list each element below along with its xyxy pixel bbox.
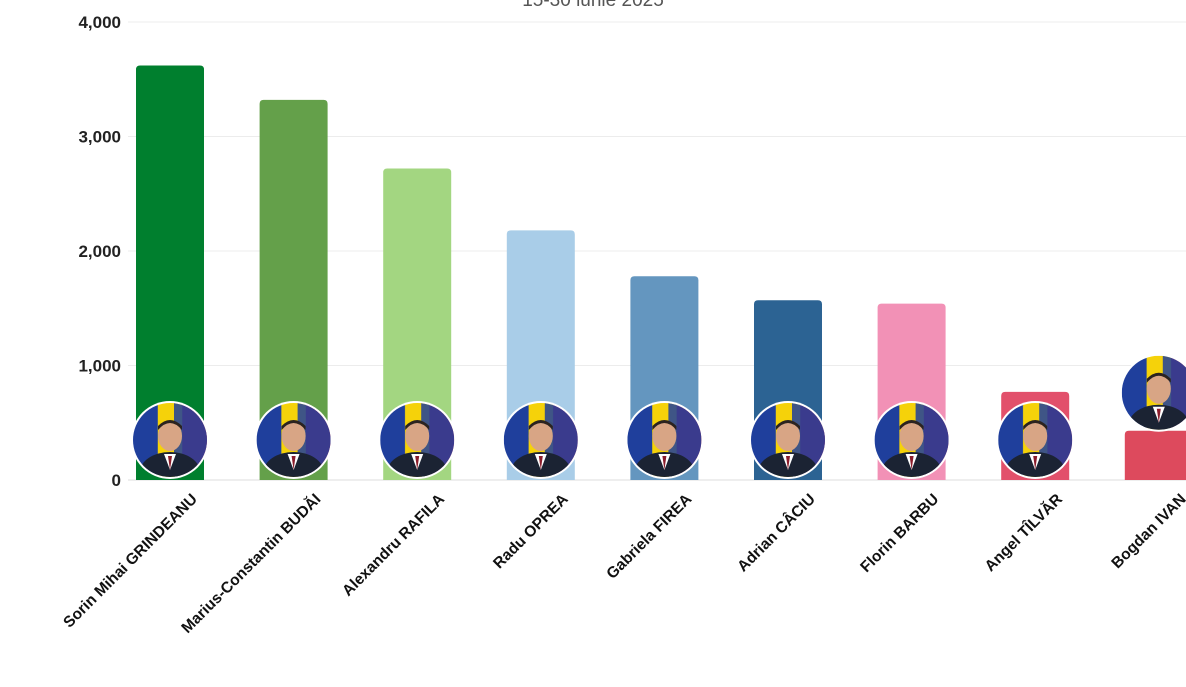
x-tick-label: Florin BARBU [857, 491, 942, 576]
avatar-photo [133, 403, 207, 477]
portrait-icon [131, 401, 209, 479]
avatar-photo [1121, 355, 1186, 430]
x-tick-label: Gabriela FIREA [603, 491, 695, 583]
bar [136, 65, 204, 480]
portrait-icon [625, 401, 704, 479]
suit [140, 452, 200, 477]
bar [259, 99, 328, 481]
y-tick-label: 0 [112, 471, 121, 490]
face [158, 421, 182, 451]
tie [786, 456, 790, 470]
portrait-icon [872, 401, 951, 479]
tie [909, 456, 914, 470]
tie [168, 456, 172, 470]
suit [634, 452, 695, 477]
tie [538, 456, 543, 470]
face [528, 421, 553, 451]
suit [510, 452, 571, 477]
suit [263, 452, 324, 477]
face [1146, 373, 1171, 404]
chart-subtitle: 15-30 iunie 2025 [522, 0, 664, 11]
x-tick-label: Bogdan IVAN [1108, 491, 1186, 572]
hair [281, 420, 306, 430]
face [652, 421, 677, 451]
tie [1156, 408, 1161, 423]
portrait-icon [1119, 353, 1186, 432]
x-tick-label: Angel TÎLVĂR [981, 490, 1066, 575]
face [1023, 421, 1048, 451]
avatar-photo [380, 403, 455, 477]
hair [528, 420, 553, 430]
y-tick-label: 4,000 [78, 13, 121, 32]
avatars [131, 353, 1186, 479]
y-tick-label: 3,000 [78, 128, 121, 147]
x-tick-label: Sorin Mihai GRINDEANU [60, 491, 201, 632]
suit [881, 452, 942, 477]
face [405, 421, 430, 451]
suit [1128, 404, 1186, 430]
avatar-photo [998, 403, 1073, 477]
x-tick-label: Marius-Constantin BUDĂI [178, 491, 324, 637]
y-axis-ticks: 0 1,000 2,000 3,000 4,000 [78, 13, 121, 490]
tie [415, 456, 420, 470]
bar [1124, 430, 1186, 480]
hair [776, 420, 800, 430]
tie [291, 456, 296, 470]
x-tick-label: Adrian CÂCIU [734, 490, 819, 575]
portrait-icon [996, 401, 1075, 479]
avatar-photo [503, 403, 578, 477]
portrait-icon [378, 401, 457, 479]
suit [758, 452, 818, 477]
y-tick-label: 2,000 [78, 242, 121, 261]
face [899, 421, 924, 451]
x-tick-label: Radu OPREA [490, 491, 571, 572]
hair [1146, 372, 1171, 383]
portrait-icon [501, 401, 580, 479]
x-tick-label: Alexandru RAFILA [339, 491, 448, 600]
hair [405, 420, 430, 430]
tie [662, 456, 667, 470]
hair [1023, 420, 1048, 430]
suit [1005, 452, 1066, 477]
avatar-photo [874, 403, 949, 477]
face [776, 421, 800, 451]
hair [158, 420, 182, 430]
y-tick-label: 1,000 [78, 357, 121, 376]
portrait-icon [749, 401, 827, 479]
tie [1033, 456, 1038, 470]
hair [899, 420, 924, 430]
suit [387, 452, 448, 477]
face [281, 421, 306, 451]
hair [652, 420, 677, 430]
bar [383, 168, 452, 480]
